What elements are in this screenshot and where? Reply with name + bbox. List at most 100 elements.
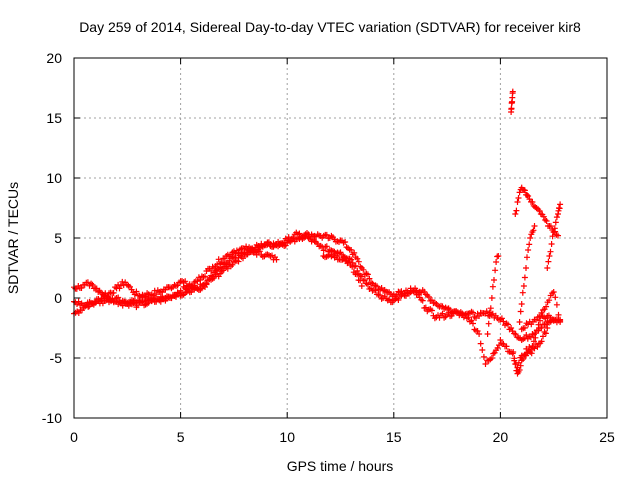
data-point	[202, 273, 208, 280]
series-ramp-22-5	[544, 201, 564, 271]
data-point	[224, 265, 231, 272]
data-point	[173, 292, 179, 299]
data-point	[479, 347, 486, 353]
data-point	[512, 331, 519, 338]
data-point	[240, 255, 246, 262]
series-ramp-21-2	[516, 223, 538, 325]
data-point	[529, 199, 536, 205]
data-point	[480, 353, 487, 360]
data-point	[354, 271, 360, 278]
data-point	[364, 281, 371, 288]
data-point	[415, 291, 422, 298]
data-point	[89, 281, 96, 288]
y-tick-label: 15	[46, 110, 62, 126]
data-point	[243, 243, 250, 250]
data-point	[552, 294, 559, 301]
data-point	[517, 308, 524, 315]
data-point	[533, 327, 540, 334]
data-point	[520, 356, 527, 362]
x-tick-label: 20	[493, 429, 509, 445]
data-point	[538, 338, 545, 345]
data-point	[510, 349, 517, 355]
data-point	[551, 225, 558, 232]
data-point	[285, 234, 292, 241]
data-point	[521, 187, 528, 194]
data-point	[542, 330, 549, 337]
data-point	[341, 254, 348, 261]
data-point	[493, 259, 500, 265]
data-point	[521, 335, 528, 342]
data-point	[194, 278, 201, 285]
axis-ticks: 0 5 10 15 20 25 -10 -5 0 5 10 15 20	[42, 50, 615, 445]
data-point	[537, 317, 543, 324]
data-point	[540, 213, 547, 220]
data-point	[218, 259, 225, 266]
data-point	[528, 350, 535, 357]
data-point	[505, 321, 511, 328]
data-point	[484, 331, 491, 337]
data-point	[521, 324, 528, 331]
y-axis-label: SDTVAR / TECUs	[5, 182, 21, 294]
data-point	[284, 237, 291, 244]
data-point	[488, 295, 495, 301]
data-point	[515, 195, 522, 201]
series-dip-21	[510, 325, 551, 377]
data-point	[550, 289, 557, 295]
y-tick-label: 20	[46, 50, 62, 66]
data-point	[377, 292, 384, 299]
data-point	[320, 247, 327, 254]
data-point	[352, 262, 359, 269]
data-point	[323, 231, 330, 238]
data-point	[488, 355, 495, 361]
data-point	[549, 233, 556, 240]
chart-title: Day 259 of 2014, Sidereal Day-to-day VTE…	[79, 19, 581, 35]
data-point	[517, 362, 524, 369]
data-point	[425, 293, 432, 300]
data-point	[428, 307, 435, 314]
data-point	[525, 193, 532, 199]
data-point	[139, 298, 146, 305]
data-point	[357, 277, 364, 284]
data-point	[543, 303, 550, 310]
data-point	[346, 259, 352, 265]
data-point	[448, 312, 455, 319]
data-point	[508, 325, 515, 331]
data-point	[495, 253, 502, 259]
data-point	[553, 214, 560, 221]
data-point	[476, 331, 483, 337]
data-point	[182, 278, 189, 285]
data-point	[532, 334, 539, 341]
y-tick-label: -10	[42, 410, 62, 426]
data-point	[477, 340, 484, 347]
data-point	[214, 261, 221, 268]
data-point	[349, 263, 356, 270]
data-point	[536, 207, 543, 214]
data-point	[557, 317, 564, 324]
data-point	[538, 324, 545, 331]
data-point	[513, 207, 520, 214]
data-point	[553, 301, 560, 308]
data-point	[544, 265, 551, 271]
data-point	[552, 219, 559, 226]
data-point	[439, 310, 446, 317]
data-point	[547, 248, 554, 255]
data-point	[351, 249, 358, 256]
data-point	[489, 283, 496, 290]
data-point	[512, 211, 519, 217]
data-point	[526, 241, 533, 248]
data-point	[445, 309, 452, 316]
data-point	[508, 105, 515, 112]
data-point	[189, 283, 196, 289]
data-point	[518, 301, 525, 307]
x-axis-label: GPS time / hours	[287, 458, 394, 474]
data-point	[153, 291, 160, 298]
data-point	[542, 217, 549, 223]
data-point	[511, 355, 518, 362]
data-point	[333, 253, 340, 259]
y-tick-label: 5	[54, 230, 62, 246]
data-point	[110, 289, 117, 296]
data-point	[197, 277, 204, 283]
data-point	[473, 315, 479, 321]
data-point	[503, 343, 510, 350]
